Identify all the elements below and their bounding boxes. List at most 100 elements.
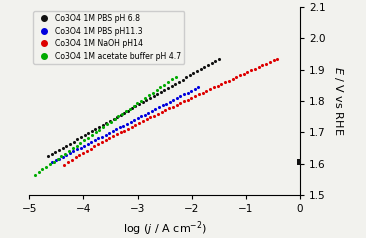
- Point: [85, 131, 91, 135]
- Point: [100, 123, 106, 127]
- Point: [297, 160, 303, 164]
- Point: [53, 159, 59, 162]
- Point: [256, 65, 262, 69]
- Point: [131, 118, 137, 122]
- Point: [60, 146, 66, 150]
- Point: [195, 85, 201, 89]
- Point: [147, 96, 153, 100]
- Point: [191, 71, 197, 75]
- Point: [106, 131, 112, 135]
- Point: [229, 77, 235, 81]
- Point: [259, 64, 265, 67]
- Point: [99, 140, 105, 144]
- Point: [237, 74, 243, 77]
- Point: [89, 129, 95, 133]
- Point: [74, 148, 80, 151]
- Point: [192, 87, 198, 91]
- Point: [80, 151, 86, 155]
- Point: [125, 127, 131, 131]
- Point: [263, 62, 269, 66]
- Point: [219, 82, 224, 86]
- Point: [163, 102, 169, 105]
- Point: [140, 100, 146, 104]
- Point: [123, 109, 129, 113]
- Point: [89, 133, 95, 137]
- Point: [216, 57, 222, 61]
- Point: [60, 155, 66, 159]
- Point: [226, 79, 232, 82]
- Point: [159, 110, 165, 114]
- Point: [95, 143, 101, 146]
- Point: [155, 112, 161, 116]
- Point: [104, 121, 109, 125]
- Point: [153, 107, 158, 111]
- Point: [200, 91, 206, 94]
- Point: [53, 150, 59, 154]
- Point: [102, 139, 108, 142]
- Point: [49, 152, 55, 156]
- Point: [117, 125, 123, 129]
- Point: [114, 115, 120, 119]
- Point: [125, 109, 131, 112]
- Point: [111, 117, 116, 121]
- Point: [32, 173, 38, 177]
- Point: [136, 102, 142, 106]
- Point: [74, 144, 79, 148]
- Point: [70, 146, 76, 150]
- Point: [132, 123, 138, 127]
- Point: [183, 75, 189, 79]
- Point: [36, 170, 41, 174]
- Point: [49, 160, 55, 164]
- Point: [149, 109, 155, 113]
- Point: [43, 165, 49, 169]
- Point: [212, 59, 218, 63]
- Point: [67, 142, 73, 145]
- Point: [96, 137, 101, 140]
- Point: [81, 139, 87, 142]
- Point: [102, 133, 108, 137]
- Point: [174, 96, 180, 100]
- Point: [192, 94, 198, 98]
- Point: [248, 69, 254, 72]
- Point: [97, 128, 102, 132]
- Point: [112, 117, 117, 121]
- Point: [188, 96, 194, 100]
- Point: [151, 114, 157, 118]
- Point: [59, 154, 64, 158]
- Point: [163, 108, 168, 112]
- Point: [56, 148, 62, 152]
- Point: [169, 84, 175, 88]
- Point: [129, 125, 135, 129]
- Point: [55, 157, 60, 161]
- Point: [118, 113, 124, 117]
- Point: [100, 125, 106, 129]
- Point: [128, 120, 134, 124]
- Point: [181, 99, 187, 103]
- Point: [120, 124, 126, 128]
- Point: [144, 117, 150, 121]
- Point: [113, 127, 119, 131]
- Point: [131, 104, 137, 108]
- Point: [274, 57, 280, 61]
- Point: [244, 70, 250, 74]
- Point: [171, 98, 176, 102]
- Point: [271, 59, 277, 62]
- Point: [104, 123, 110, 126]
- Point: [160, 104, 165, 107]
- Point: [157, 85, 163, 89]
- Point: [215, 84, 221, 88]
- Point: [167, 100, 173, 104]
- Point: [107, 119, 113, 123]
- Point: [142, 96, 148, 100]
- Point: [194, 69, 200, 73]
- Point: [96, 125, 102, 129]
- Point: [71, 149, 76, 153]
- Point: [82, 134, 87, 137]
- Point: [61, 164, 67, 167]
- Point: [132, 104, 138, 108]
- Point: [178, 94, 183, 98]
- Point: [88, 140, 94, 144]
- Point: [78, 135, 84, 139]
- Point: [207, 87, 213, 91]
- Point: [63, 144, 69, 148]
